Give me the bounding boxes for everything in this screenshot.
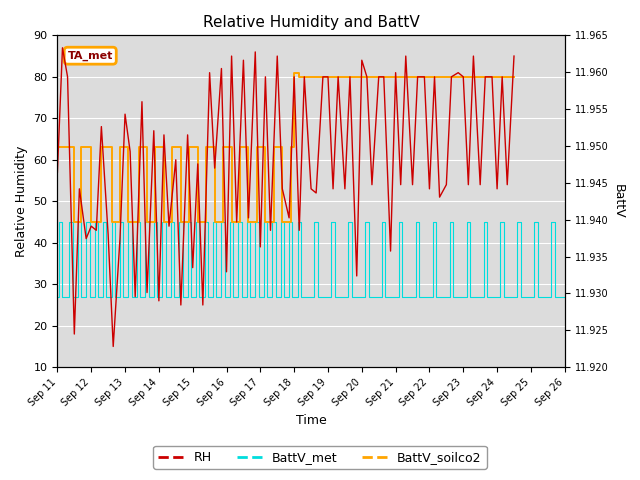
Legend: RH, BattV_met, BattV_soilco2: RH, BattV_met, BattV_soilco2 [154,446,486,469]
Y-axis label: Relative Humidity: Relative Humidity [15,145,28,257]
Title: Relative Humidity and BattV: Relative Humidity and BattV [203,15,419,30]
Text: TA_met: TA_met [68,50,113,61]
X-axis label: Time: Time [296,414,326,427]
Y-axis label: BattV: BattV [612,184,625,218]
